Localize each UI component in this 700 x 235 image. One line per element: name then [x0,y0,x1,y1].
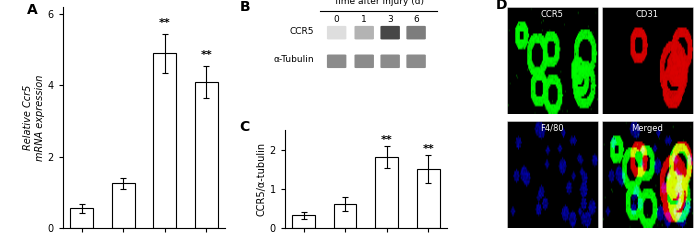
Text: 3: 3 [387,15,393,24]
Text: Time after injury (d): Time after injury (d) [333,0,424,6]
Text: **: ** [159,18,171,28]
Bar [416,169,440,228]
Text: C: C [239,120,250,134]
Bar [195,82,218,228]
Text: B: B [239,0,250,14]
Text: 1: 1 [361,15,367,24]
Text: CCR5: CCR5 [289,27,314,36]
Bar [375,157,398,228]
FancyBboxPatch shape [327,55,346,68]
FancyBboxPatch shape [327,26,346,39]
Bar [292,215,315,228]
Text: Merged: Merged [631,124,663,133]
Text: **: ** [422,144,434,153]
Bar [334,204,356,228]
Y-axis label: Relative Ccr5
mRNA expression: Relative Ccr5 mRNA expression [23,74,45,161]
Y-axis label: CCR5/α-tubulin: CCR5/α-tubulin [257,142,267,216]
FancyBboxPatch shape [407,26,426,39]
Text: α-Tubulin: α-Tubulin [273,55,314,64]
Text: F4/80: F4/80 [540,124,564,133]
Text: CCR5: CCR5 [541,10,564,19]
Bar [71,208,93,228]
FancyBboxPatch shape [380,55,400,68]
FancyBboxPatch shape [380,26,400,39]
Text: **: ** [200,51,212,60]
Text: CD31: CD31 [636,10,659,19]
Text: 0: 0 [334,15,340,24]
FancyBboxPatch shape [354,55,374,68]
FancyBboxPatch shape [354,26,374,39]
FancyBboxPatch shape [407,55,426,68]
Bar [153,53,176,228]
Text: D: D [496,0,507,12]
Bar [112,183,134,228]
Text: **: ** [381,134,393,145]
Text: A: A [27,3,38,17]
Text: 6: 6 [413,15,419,24]
